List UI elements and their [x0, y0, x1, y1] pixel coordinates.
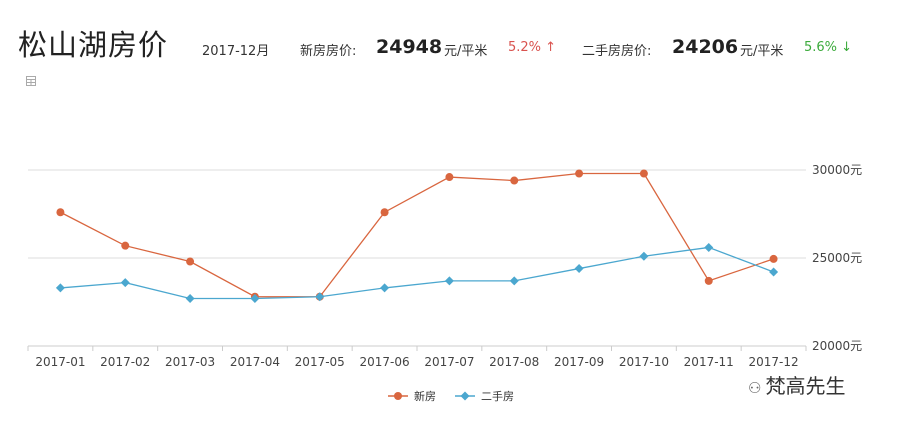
x-tick-label: 2017-07: [424, 355, 474, 369]
x-tick-label: 2017-01: [35, 355, 85, 369]
y-tick-label: 25000元: [812, 251, 862, 265]
new-price-label: 新房房价:: [300, 44, 357, 59]
legend-marker: [460, 391, 470, 401]
page-title: 松山湖房价: [18, 28, 169, 62]
used-price-label: 二手房房价:: [582, 44, 652, 59]
watermark-text: 梵高先生: [765, 374, 846, 398]
data-point: [509, 276, 519, 286]
wechat-icon: ⚇: [748, 379, 762, 397]
data-point: [444, 276, 454, 286]
new-price-value: 24948: [376, 36, 443, 58]
table-icon[interactable]: [26, 76, 36, 86]
legend-label: 新房: [414, 389, 436, 403]
data-point: [639, 169, 648, 178]
data-point: [769, 254, 778, 263]
data-point: [121, 241, 130, 250]
series-line-new: [60, 172, 774, 298]
data-point: [380, 283, 390, 293]
data-point: [704, 242, 714, 252]
x-tick-label: 2017-11: [684, 355, 734, 369]
x-tick-label: 2017-09: [554, 355, 604, 369]
x-tick-label: 2017-05: [295, 355, 345, 369]
x-tick-label: 2017-02: [100, 355, 150, 369]
new-price-change: 5.2% ↑: [508, 40, 557, 55]
data-point: [769, 267, 779, 277]
series-line-used: [60, 246, 774, 300]
data-point: [120, 278, 130, 288]
used-price-value: 24206: [672, 36, 739, 58]
x-tick-label: 2017-03: [165, 355, 215, 369]
data-point: [574, 264, 584, 274]
used-price-unit: 元/平米: [740, 44, 784, 59]
new-price-unit: 元/平米: [444, 44, 488, 59]
data-point: [639, 251, 649, 261]
data-point: [704, 276, 713, 285]
watermark: ⚇ 梵高先生: [748, 370, 845, 399]
data-point: [56, 208, 65, 217]
x-tick-label: 2017-12: [749, 355, 799, 369]
x-tick-label: 2017-06: [360, 355, 410, 369]
period-label: 2017-12月: [202, 44, 270, 59]
data-point: [575, 169, 584, 178]
data-point: [55, 283, 65, 293]
legend-label: 二手房: [481, 389, 514, 403]
data-point: [510, 176, 519, 185]
x-tick-label: 2017-10: [619, 355, 669, 369]
legend-marker: [394, 392, 402, 400]
data-point: [250, 293, 260, 303]
used-price-change: 5.6% ↓: [804, 40, 853, 55]
data-point: [186, 257, 195, 266]
x-tick-label: 2017-08: [489, 355, 539, 369]
data-point: [445, 173, 454, 182]
data-point: [380, 208, 389, 217]
data-point: [315, 292, 325, 302]
y-tick-label: 30000元: [812, 163, 862, 177]
x-tick-label: 2017-04: [230, 355, 280, 369]
header: 松山湖房价 2017-12月 新房房价: 24948 元/平米 5.2% ↑ 二…: [0, 0, 902, 70]
data-point: [185, 293, 195, 303]
y-tick-label: 20000元: [812, 339, 862, 353]
